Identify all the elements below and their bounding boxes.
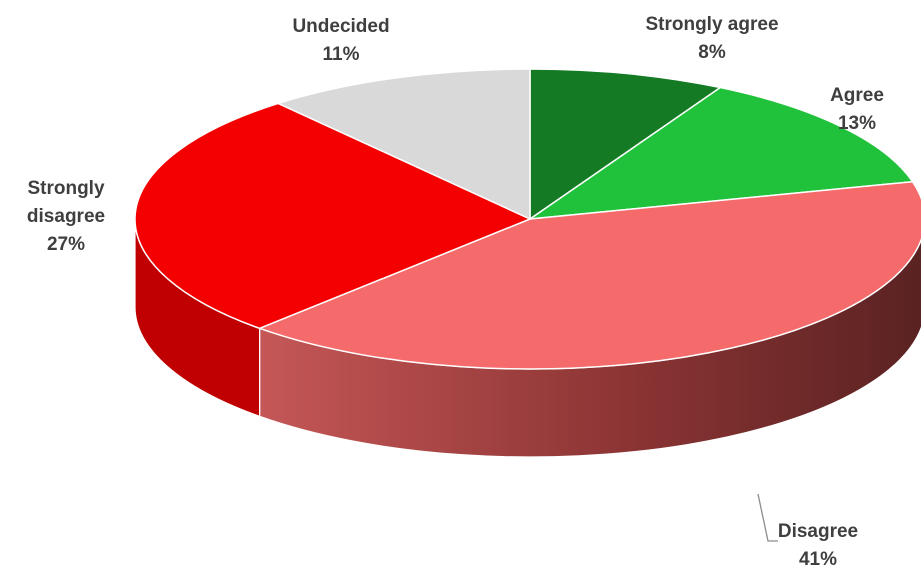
slice-labels: Strongly agree 8% Agree 13% Disagree 41% Stron…	[27, 14, 884, 568]
label-disagree: Disagree 41%	[778, 521, 858, 568]
slice-percent: 11%	[323, 44, 360, 65]
slice-percent: 27%	[47, 234, 85, 255]
leader-lines	[757, 493, 778, 542]
slice-disagree	[258, 180, 921, 370]
label-strongly-agree: Strongly agree 8%	[645, 14, 778, 63]
slice-label-line: Agree	[830, 85, 884, 106]
label-agree: Agree 13%	[830, 85, 884, 134]
slice-label-line: Disagree	[778, 521, 858, 542]
slice-undecided	[277, 68, 531, 220]
leader-line-disagree	[757, 493, 778, 542]
slice-label-line: Strongly agree	[645, 14, 778, 35]
slice-label-line: Strongly	[27, 178, 104, 199]
slice-strongly-disagree	[134, 102, 531, 330]
slice-percent: 13%	[838, 113, 876, 134]
slice-label-line: Undecided	[292, 16, 389, 37]
slice-percent: 8%	[698, 42, 726, 63]
pie-slices	[134, 68, 921, 370]
slice-strongly-agree	[529, 68, 722, 220]
slice-percent: 41%	[799, 549, 837, 568]
label-undecided: Undecided 11%	[292, 16, 389, 65]
slice-agree	[529, 86, 914, 220]
slice-label-line: disagree	[27, 206, 105, 227]
label-strongly-disagree: Strongly disagree 27%	[27, 178, 105, 255]
